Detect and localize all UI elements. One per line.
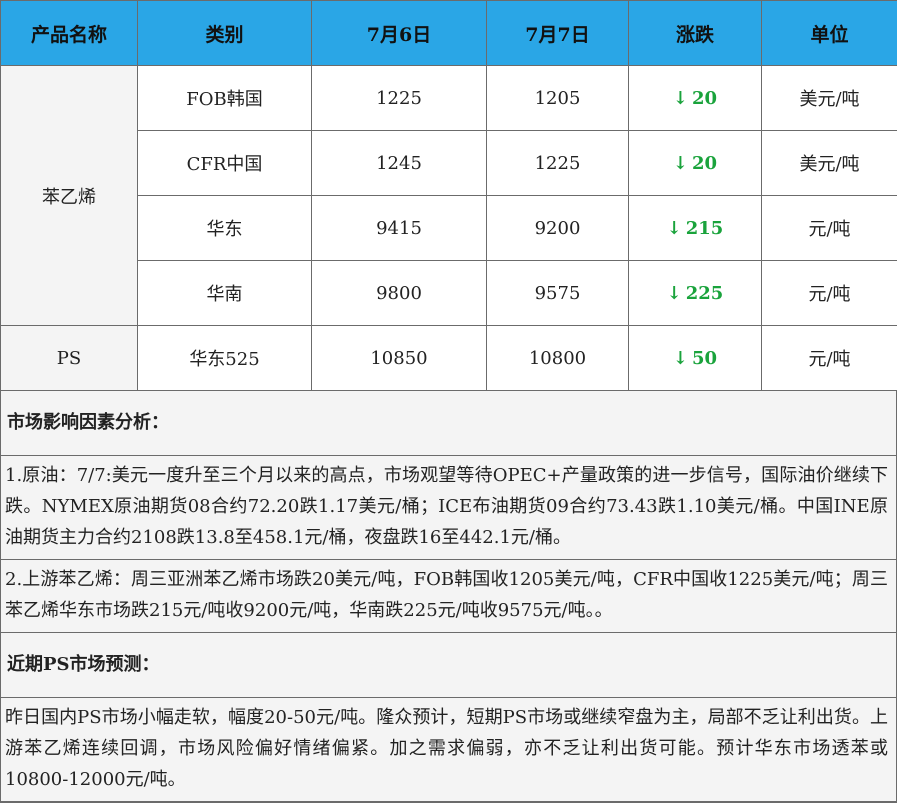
category-cell: CFR中国 — [138, 131, 312, 196]
down-arrow-icon: ↓ — [667, 283, 682, 304]
forecast-paragraph: 昨日国内PS市场小幅走软，幅度20-50元/吨。隆众预计，短期PS市场或继续窄盘… — [1, 698, 896, 802]
unit-cell: 美元/吨 — [762, 66, 897, 131]
analysis-title: 市场影响因素分析： — [1, 391, 896, 456]
jul6-cell: 1245 — [312, 131, 487, 196]
price-table: 产品名称 类别 7月6日 7月7日 涨跌 单位 苯乙烯 FOB韩国 1225 1… — [0, 0, 897, 391]
change-value: 20 — [692, 88, 717, 109]
table-row: PS 华东525 10850 10800 ↓50 元/吨 — [1, 326, 897, 391]
change-value: 50 — [692, 348, 717, 369]
header-change: 涨跌 — [629, 1, 762, 66]
change-cell: ↓20 — [629, 131, 762, 196]
category-cell: 华东 — [138, 196, 312, 261]
jul7-cell: 10800 — [487, 326, 629, 391]
jul7-cell: 1205 — [487, 66, 629, 131]
change-value: 20 — [692, 153, 717, 174]
header-jul6: 7月6日 — [312, 1, 487, 66]
change-cell: ↓50 — [629, 326, 762, 391]
category-cell: 华东525 — [138, 326, 312, 391]
category-cell: FOB韩国 — [138, 66, 312, 131]
jul6-cell: 9800 — [312, 261, 487, 326]
jul7-cell: 1225 — [487, 131, 629, 196]
header-jul7: 7月7日 — [487, 1, 629, 66]
category-cell: 华南 — [138, 261, 312, 326]
analysis-section: 市场影响因素分析： 1.原油：7/7:美元一度升至三个月以来的高点，市场观望等待… — [0, 391, 897, 803]
down-arrow-icon: ↓ — [673, 348, 688, 369]
product-cell: 苯乙烯 — [1, 66, 138, 326]
table-header-row: 产品名称 类别 7月6日 7月7日 涨跌 单位 — [1, 1, 897, 66]
jul7-cell: 9575 — [487, 261, 629, 326]
down-arrow-icon: ↓ — [673, 88, 688, 109]
forecast-title: 近期PS市场预测： — [1, 633, 896, 698]
change-cell: ↓20 — [629, 66, 762, 131]
down-arrow-icon: ↓ — [667, 218, 682, 239]
analysis-paragraph-styrene: 2.上游苯乙烯：周三亚洲苯乙烯市场跌20美元/吨，FOB韩国收1205美元/吨，… — [1, 560, 896, 633]
unit-cell: 元/吨 — [762, 261, 897, 326]
unit-cell: 元/吨 — [762, 196, 897, 261]
table-row: 苯乙烯 FOB韩国 1225 1205 ↓20 美元/吨 — [1, 66, 897, 131]
down-arrow-icon: ↓ — [673, 153, 688, 174]
change-cell: ↓215 — [629, 196, 762, 261]
jul7-cell: 9200 — [487, 196, 629, 261]
header-product: 产品名称 — [1, 1, 138, 66]
unit-cell: 美元/吨 — [762, 131, 897, 196]
analysis-paragraph-crude: 1.原油：7/7:美元一度升至三个月以来的高点，市场观望等待OPEC+产量政策的… — [1, 456, 896, 560]
header-category: 类别 — [138, 1, 312, 66]
jul6-cell: 10850 — [312, 326, 487, 391]
jul6-cell: 9415 — [312, 196, 487, 261]
jul6-cell: 1225 — [312, 66, 487, 131]
product-cell: PS — [1, 326, 138, 391]
unit-cell: 元/吨 — [762, 326, 897, 391]
change-cell: ↓225 — [629, 261, 762, 326]
change-value: 225 — [686, 283, 724, 304]
change-value: 215 — [686, 218, 724, 239]
header-unit: 单位 — [762, 1, 897, 66]
